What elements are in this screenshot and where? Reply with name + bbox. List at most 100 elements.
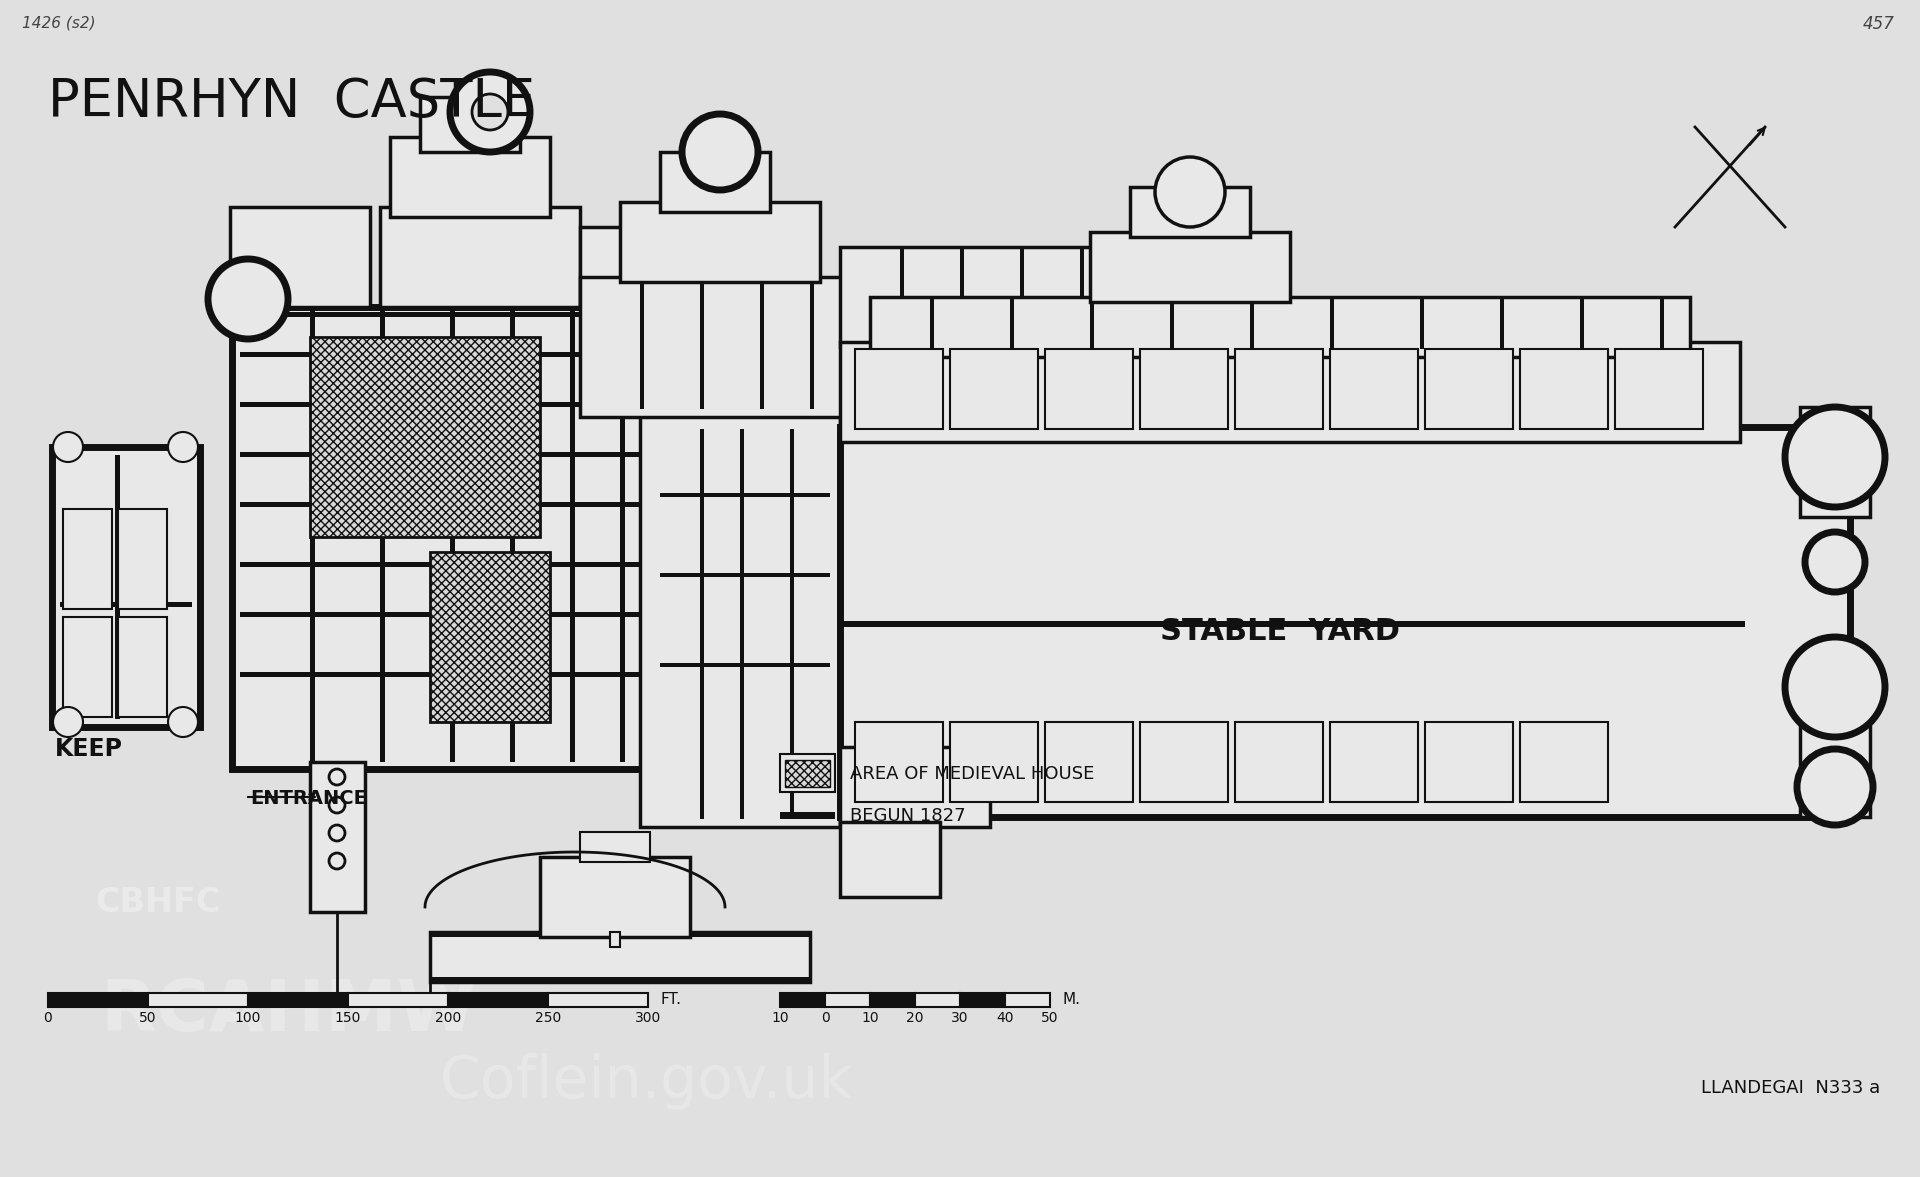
Bar	[639, 317, 841, 827]
Bar	[240, 352, 651, 357]
Circle shape	[169, 432, 198, 463]
Bar	[1331, 299, 1334, 350]
Bar	[348, 993, 447, 1008]
Bar	[1521, 350, 1609, 428]
Text: BEGUN 1827: BEGUN 1827	[851, 807, 966, 825]
Bar	[1521, 722, 1609, 802]
Bar	[390, 137, 549, 217]
Bar	[950, 350, 1039, 428]
Bar	[420, 97, 520, 152]
Bar	[1020, 250, 1023, 339]
Bar	[309, 762, 365, 912]
Bar	[240, 612, 651, 617]
Bar	[1079, 250, 1085, 339]
Bar	[380, 302, 386, 762]
Bar	[620, 202, 820, 282]
Bar	[430, 932, 810, 982]
Bar	[611, 932, 620, 947]
Bar	[960, 993, 1004, 1008]
Text: 1426 (s2): 1426 (s2)	[21, 15, 96, 29]
Bar	[449, 302, 455, 762]
Circle shape	[328, 825, 346, 842]
Text: KEEP: KEEP	[56, 737, 123, 762]
Bar	[1425, 722, 1513, 802]
Bar	[240, 403, 651, 407]
Text: 10: 10	[772, 1011, 789, 1025]
Bar	[789, 428, 795, 819]
Circle shape	[1805, 532, 1864, 592]
Text: 300: 300	[636, 1011, 660, 1025]
Text: M.: M.	[1062, 992, 1079, 1008]
Bar	[870, 993, 916, 1008]
Bar	[780, 993, 826, 1008]
Text: 50: 50	[1041, 1011, 1058, 1025]
Bar	[660, 493, 829, 497]
Bar	[780, 812, 835, 819]
Bar	[739, 428, 745, 819]
Bar	[1091, 232, 1290, 302]
Bar	[660, 663, 829, 667]
Bar	[701, 282, 705, 408]
Bar	[309, 337, 540, 537]
Bar	[1169, 299, 1173, 350]
Circle shape	[1786, 637, 1885, 737]
Bar	[701, 428, 705, 819]
Circle shape	[169, 707, 198, 737]
Circle shape	[682, 114, 758, 189]
Text: 100: 100	[234, 1011, 261, 1025]
Bar	[63, 617, 111, 717]
Bar	[540, 857, 689, 937]
Bar	[148, 993, 248, 1008]
Text: 30: 30	[950, 1011, 970, 1025]
Bar	[430, 552, 549, 722]
Bar	[309, 302, 315, 762]
Bar	[1140, 350, 1229, 428]
Text: Coflein.gov.uk: Coflein.gov.uk	[440, 1053, 852, 1111]
Circle shape	[54, 707, 83, 737]
Circle shape	[449, 72, 530, 152]
Bar	[1425, 350, 1513, 428]
Bar	[841, 427, 1851, 817]
Bar	[240, 561, 651, 567]
Circle shape	[328, 853, 346, 869]
Bar	[240, 312, 651, 317]
Bar	[1010, 299, 1014, 350]
Bar	[1801, 717, 1870, 817]
Circle shape	[1786, 407, 1885, 507]
Bar	[785, 760, 829, 787]
Bar	[639, 282, 643, 408]
Bar	[620, 302, 626, 762]
Text: RCAHMW: RCAHMW	[100, 978, 476, 1046]
Bar	[1131, 187, 1250, 237]
Circle shape	[472, 94, 509, 129]
Bar	[1004, 993, 1050, 1008]
Bar	[1421, 299, 1425, 350]
Bar	[826, 993, 870, 1008]
Bar	[960, 250, 964, 339]
Circle shape	[1156, 157, 1225, 227]
Bar	[232, 307, 660, 769]
Text: 0: 0	[44, 1011, 52, 1025]
Bar	[230, 207, 371, 307]
Bar	[660, 152, 770, 212]
Bar	[60, 601, 192, 607]
Text: FT.: FT.	[660, 992, 682, 1008]
Bar	[854, 350, 943, 428]
Circle shape	[328, 797, 346, 813]
Bar	[841, 621, 1745, 627]
Bar	[580, 832, 651, 862]
Bar	[117, 617, 167, 717]
Bar	[1165, 250, 1169, 339]
Bar	[1661, 299, 1665, 350]
Bar	[240, 452, 651, 457]
Bar	[52, 447, 200, 727]
Bar	[1801, 407, 1870, 517]
Text: AREA OF MEDIEVAL HOUSE: AREA OF MEDIEVAL HOUSE	[851, 765, 1094, 783]
Bar	[841, 747, 991, 827]
Bar	[1250, 299, 1254, 350]
Bar	[810, 282, 814, 408]
Text: 200: 200	[434, 1011, 461, 1025]
Bar	[660, 573, 829, 577]
Bar	[841, 343, 1740, 443]
Text: 40: 40	[996, 1011, 1014, 1025]
